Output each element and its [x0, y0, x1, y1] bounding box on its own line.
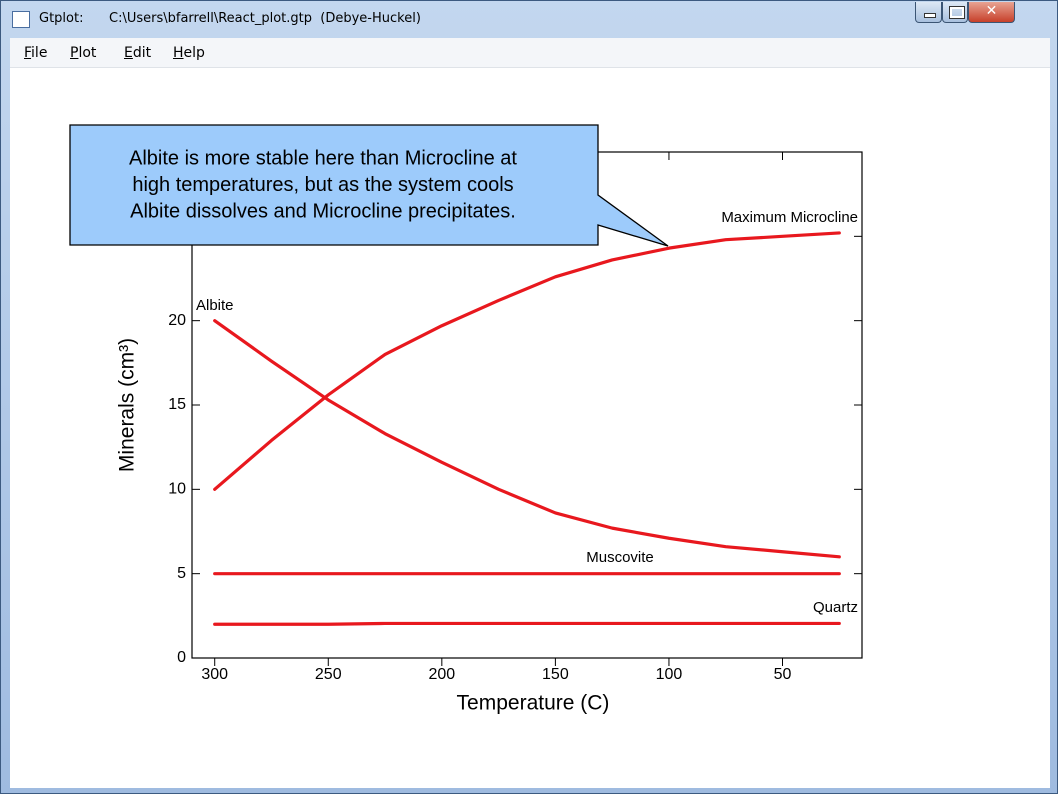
callout — [69, 124, 669, 247]
menu-item[interactable]: Help — [173, 45, 205, 61]
series-line — [213, 319, 841, 559]
y-tick-label: 20 — [168, 312, 186, 329]
x-tick-label: 100 — [656, 666, 683, 683]
x-tick-label: 50 — [774, 666, 792, 683]
menu-bar: File Plot Edit Help — [10, 38, 1050, 67]
maximize-button[interactable] — [942, 2, 968, 23]
close-button[interactable]: ✕ — [968, 2, 1015, 23]
y-tick-label: 5 — [177, 565, 186, 582]
menu-item[interactable]: File — [24, 45, 48, 61]
series-line — [213, 231, 841, 491]
callout-text: Albite dissolves and Microcline precipit… — [130, 200, 516, 222]
x-tick-label: 250 — [315, 666, 342, 683]
y-axis-label: Minerals (cm³) — [116, 338, 139, 472]
series-label: Muscovite — [586, 549, 654, 566]
callout-text: high temperatures, but as the system coo… — [132, 174, 513, 196]
x-tick-label: 200 — [428, 666, 455, 683]
series-label: Maximum Microcline — [721, 209, 858, 226]
minimize-button[interactable] — [915, 2, 942, 23]
callout-text: Albite is more stable here than Microcli… — [129, 147, 517, 169]
x-axis-label: Temperature (C) — [457, 692, 610, 715]
x-tick-label: 150 — [542, 666, 569, 683]
y-tick-label: 0 — [177, 649, 186, 666]
x-tick-label: 300 — [201, 666, 228, 683]
file-path: C:\Users\bfarrell\React_plot.gtp (Debye-… — [109, 11, 421, 26]
series-label: Albite — [196, 297, 234, 314]
app-title: Gtplot: — [39, 11, 84, 26]
menu-item[interactable]: Plot — [70, 45, 97, 61]
title-bar: Gtplot: C:\Users\bfarrell\React_plot.gtp… — [1, 1, 1057, 38]
series-line — [213, 621, 841, 626]
app-icon — [12, 11, 30, 28]
menu-item[interactable]: Edit — [124, 45, 152, 61]
y-tick-label: 10 — [168, 481, 186, 498]
series-label: Quartz — [813, 599, 858, 616]
y-tick-label: 15 — [168, 396, 186, 413]
